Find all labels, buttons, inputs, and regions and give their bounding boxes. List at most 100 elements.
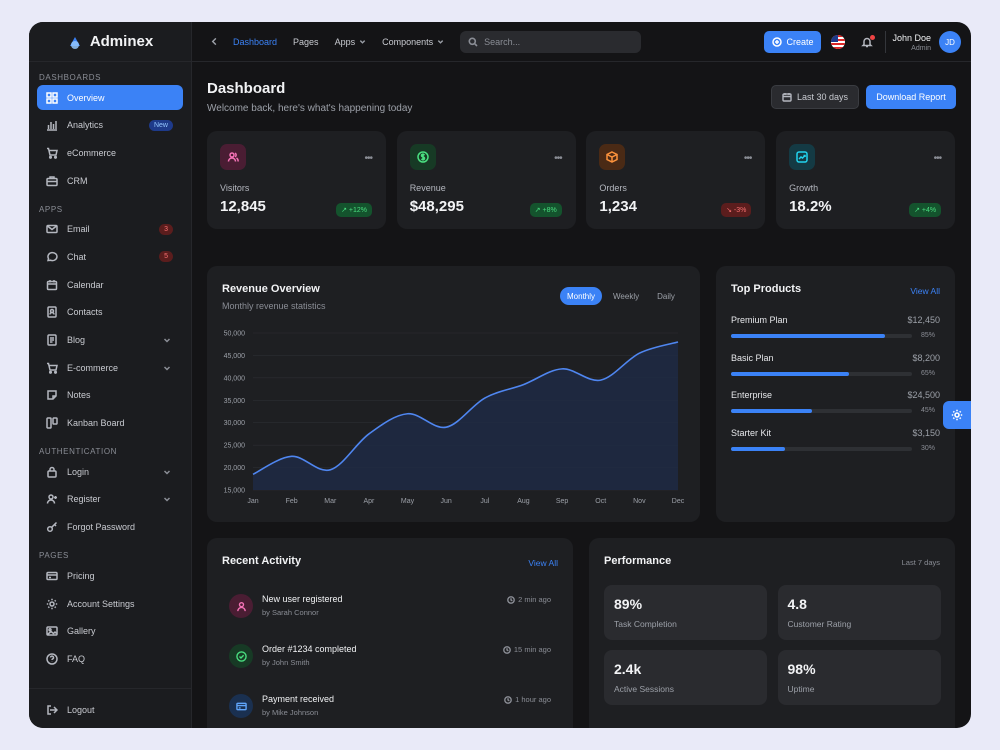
collapse-sidebar-button[interactable] <box>207 35 221 49</box>
x-tick-label: Apr <box>363 498 375 505</box>
check-circle-icon <box>229 644 253 669</box>
revenue-overview-card: Revenue Overview Monthly revenue statist… <box>207 266 700 522</box>
performance-tile-active-sessions: 2.4k Active Sessions <box>604 650 767 705</box>
nav-dashboard[interactable]: Dashboard <box>233 36 278 47</box>
settings-floating-button[interactable] <box>943 401 971 429</box>
tab-monthly[interactable]: Monthly <box>560 287 603 305</box>
help-icon <box>45 652 59 666</box>
logout-area: Logout <box>29 688 192 728</box>
sidebar-badge: New <box>148 119 173 131</box>
sidebar-item-kanban-board[interactable]: Kanban Board <box>37 411 183 436</box>
product-progress-fill <box>731 447 786 452</box>
tab-daily[interactable]: Daily <box>657 291 675 301</box>
sidebar-item-label: Email <box>67 224 90 235</box>
credit-card-icon <box>45 569 59 583</box>
activity-item[interactable]: Payment received by Mike Johnson 1 hour ag… <box>229 692 551 722</box>
tab-weekly[interactable]: Weekly <box>613 291 640 301</box>
top-products-view-all-link[interactable]: View All <box>910 286 940 296</box>
brand-name: Adminex <box>89 33 154 50</box>
recent-activity-title: Recent Activity <box>222 555 302 567</box>
performance-period: Last 7 days <box>901 558 940 567</box>
avatar[interactable]: JD <box>939 31 961 53</box>
sidebar-item-label: Gallery <box>67 626 96 637</box>
nav-pages[interactable]: Pages <box>293 36 319 47</box>
sidebar-item-chat[interactable]: Chat 5 <box>37 244 183 269</box>
sidebar-item-ecommerce[interactable]: eCommerce <box>37 140 183 165</box>
image-icon <box>45 624 59 638</box>
performance-title: Performance <box>604 555 672 567</box>
activity-item[interactable]: New user registered by Sarah Connor 2 min … <box>229 592 551 622</box>
lock-icon <box>45 465 59 479</box>
sidebar-item-login[interactable]: Login <box>37 459 183 484</box>
brand-logo[interactable]: Adminex <box>29 22 191 62</box>
more-options-icon[interactable]: ••• <box>743 153 752 164</box>
sidebar-item-blog[interactable]: Blog <box>37 328 183 353</box>
sidebar-item-crm[interactable]: CRM <box>37 168 183 193</box>
sidebar-item-label: Login <box>67 466 90 477</box>
product-percent: 45% <box>920 407 935 415</box>
notifications-button[interactable] <box>861 35 876 49</box>
chevron-down-icon <box>163 495 171 503</box>
us-flag-icon[interactable] <box>831 35 846 49</box>
activity-time-text: 1 hour ago <box>515 695 551 705</box>
more-options-icon[interactable]: ••• <box>933 153 942 164</box>
bar-chart-icon <box>45 118 59 132</box>
performance-tile-uptime: 98% Uptime <box>777 650 941 705</box>
sidebar-item-gallery[interactable]: Gallery <box>37 619 183 644</box>
gear-icon <box>951 409 963 421</box>
download-report-button[interactable]: Download Report <box>866 85 956 109</box>
sidebar-item-logout[interactable]: Logout <box>37 697 184 722</box>
revenue-line <box>252 341 679 476</box>
sidebar-item-notes[interactable]: Notes <box>37 383 183 408</box>
stat-value: $48,295 <box>409 198 464 215</box>
create-label: Create <box>786 37 814 47</box>
chat-icon <box>45 250 59 264</box>
search-input[interactable] <box>484 36 625 47</box>
more-options-icon[interactable]: ••• <box>364 153 372 164</box>
sidebar-item-analytics[interactable]: Analytics New <box>37 113 183 138</box>
performance-value: 98% <box>787 661 816 677</box>
chevron-down-icon <box>359 40 366 44</box>
product-name: Starter Kit <box>731 428 772 439</box>
kanban-icon <box>45 416 59 430</box>
more-options-icon[interactable]: ••• <box>554 153 562 164</box>
sidebar-item-contacts[interactable]: Contacts <box>37 300 183 325</box>
sidebar-item-forgot-password[interactable]: Forgot Password <box>37 515 183 540</box>
sidebar-item-email[interactable]: Email 3 <box>37 217 183 242</box>
credit-card-icon <box>229 694 253 719</box>
sidebar-item-pricing[interactable]: Pricing <box>37 563 183 588</box>
sidebar-item-label: Register <box>67 494 101 505</box>
user-info[interactable]: John Doe Admin <box>892 33 931 52</box>
product-row: Enterprise $24,500 45% <box>731 390 940 414</box>
nav-components-label: Components <box>382 36 434 47</box>
y-tick-label: 20,000 <box>224 465 246 472</box>
sidebar-section-label: PAGES <box>39 551 69 561</box>
calendar-icon <box>45 278 59 292</box>
key-icon <box>45 520 59 534</box>
performance-value: 89% <box>614 596 643 612</box>
create-button[interactable]: Create <box>764 31 822 53</box>
activity-item[interactable]: Order #1234 completed by John Smith 15 min… <box>229 642 551 672</box>
briefcase-icon <box>45 174 59 188</box>
nav-components[interactable]: Components <box>382 37 444 47</box>
activity-view-all-link[interactable]: View All <box>528 558 558 568</box>
sidebar-item-calendar[interactable]: Calendar <box>37 272 183 297</box>
chevron-down-icon <box>437 40 444 44</box>
activity-author: by Mike Johnson <box>262 708 319 718</box>
y-tick-label: 50,000 <box>224 331 246 338</box>
sidebar-item-e-commerce[interactable]: E-commerce <box>37 355 183 380</box>
sidebar-item-register[interactable]: Register <box>37 487 183 512</box>
product-row: Premium Plan $12,450 85% <box>731 315 940 339</box>
stat-label: Growth <box>789 183 819 193</box>
product-progress-bar <box>731 447 912 452</box>
sidebar-item-account-settings[interactable]: Account Settings <box>37 591 183 616</box>
sidebar-item-overview[interactable]: Overview <box>37 85 183 110</box>
clock-icon <box>507 595 515 604</box>
search-box[interactable] <box>460 30 642 53</box>
y-tick-label: 45,000 <box>224 353 246 360</box>
activity-author: by John Smith <box>262 658 310 668</box>
product-progress-bar <box>731 334 912 338</box>
nav-apps[interactable]: Apps <box>335 37 367 47</box>
date-range-button[interactable]: Last 30 days <box>771 85 859 109</box>
sidebar-item-faq[interactable]: FAQ <box>37 646 183 671</box>
